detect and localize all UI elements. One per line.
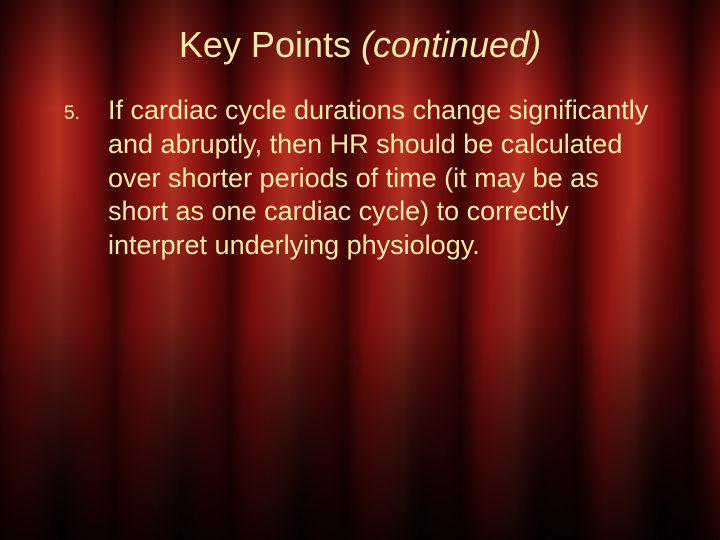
slide: Key Points (continued) If cardiac cycle … — [0, 0, 720, 540]
slide-title: Key Points (continued) — [40, 24, 680, 66]
title-main: Key Points — [179, 24, 361, 65]
list-item: If cardiac cycle durations change signif… — [64, 94, 660, 263]
key-points-list: If cardiac cycle durations change signif… — [40, 94, 680, 263]
slide-content: Key Points (continued) If cardiac cycle … — [0, 0, 720, 263]
list-item-text: If cardiac cycle durations change signif… — [108, 95, 648, 260]
title-continued: (continued) — [361, 24, 541, 65]
